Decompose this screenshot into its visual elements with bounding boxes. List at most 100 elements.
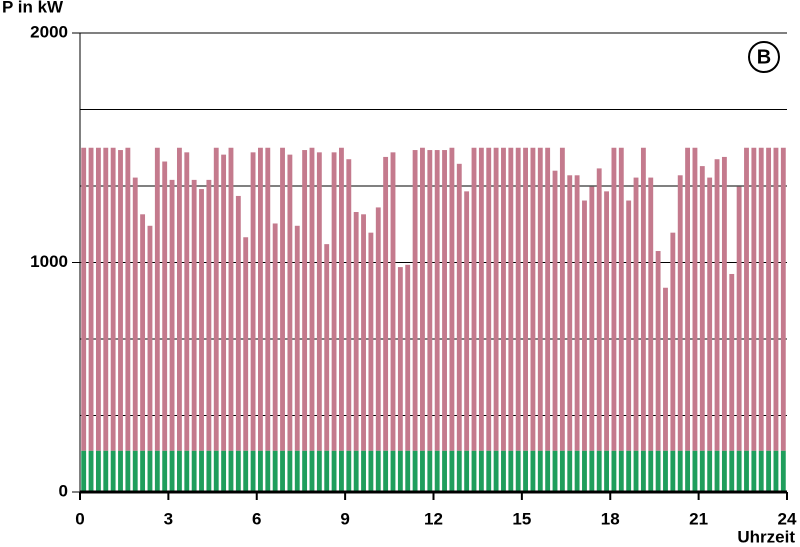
bar-segment: [287, 154, 293, 451]
bar-segment: [309, 147, 315, 451]
bar-segment: [324, 450, 330, 492]
x-tick-label: 12: [424, 509, 443, 528]
bar-segment: [213, 450, 219, 492]
bar-segment: [699, 450, 705, 492]
bar-segment: [677, 175, 683, 451]
bar-segment: [162, 161, 168, 451]
bar-segment: [390, 450, 396, 492]
bar-segment: [235, 450, 241, 492]
bar-segment: [206, 179, 212, 451]
bar-segment: [110, 147, 116, 451]
bar-segment: [339, 147, 344, 451]
bar-segment: [81, 450, 87, 492]
bar-segment: [302, 150, 308, 451]
bar-segment: [501, 450, 506, 492]
bar-segment: [574, 175, 580, 451]
bar-segment: [191, 179, 197, 451]
bar-segment: [206, 450, 212, 492]
bar-segment: [353, 212, 359, 451]
bar-segment: [670, 450, 676, 492]
bar-segment: [272, 223, 278, 451]
bar-segment: [523, 450, 528, 492]
bar-segment: [589, 186, 595, 451]
bar-segment: [464, 450, 470, 492]
bar-segment: [604, 450, 609, 492]
bar-segment: [140, 450, 146, 492]
bar-segment: [169, 179, 175, 451]
bar-segment: [545, 450, 551, 492]
bar-segment: [626, 200, 632, 451]
bar-segment: [552, 170, 558, 451]
bar-segment: [375, 450, 381, 492]
bar-segment: [191, 450, 197, 492]
bar-segment: [699, 166, 705, 451]
x-tick-label: 6: [252, 509, 261, 528]
bar-segment: [618, 450, 624, 492]
bar-segment: [508, 147, 514, 451]
bar-segment: [640, 147, 646, 451]
bar-segment: [287, 450, 293, 492]
bar-segment: [596, 450, 602, 492]
bar-segment: [685, 450, 691, 492]
bar-segment: [766, 147, 772, 451]
bar-segment: [420, 450, 425, 492]
bar-segment: [478, 450, 484, 492]
bar-segment: [250, 450, 256, 492]
bar-segment: [685, 147, 691, 451]
bar-segment: [648, 450, 654, 492]
bar-segment: [574, 450, 580, 492]
bar-segment: [294, 450, 300, 492]
bar-segment: [397, 450, 403, 492]
bar-segment: [758, 147, 764, 451]
x-tick-label: 24: [778, 509, 797, 528]
y-tick-label: 1000: [30, 252, 68, 271]
bar-segment: [118, 150, 123, 451]
x-tick-label: 3: [164, 509, 173, 528]
bar-segment: [471, 450, 477, 492]
bar-segment: [611, 147, 617, 451]
bar-segment: [707, 177, 713, 451]
bar-segment: [162, 450, 168, 492]
bar-segment: [486, 147, 492, 451]
bar-segment: [663, 287, 668, 451]
bar-segment: [265, 450, 271, 492]
bar-segment: [250, 152, 256, 451]
bar-segment: [346, 159, 352, 451]
bar-segment: [331, 152, 337, 451]
bar-segment: [103, 450, 109, 492]
bar-segment: [744, 450, 749, 492]
bar-segment: [147, 450, 153, 492]
bar-segment: [773, 450, 779, 492]
bar-segment: [501, 147, 506, 451]
y-axis-label: P in kW: [2, 0, 64, 16]
bar-segment: [243, 450, 249, 492]
bar-segment: [729, 273, 735, 451]
bar-segment: [582, 450, 587, 492]
bar-segment: [397, 267, 403, 451]
bar-segment: [729, 450, 735, 492]
bar-segment: [280, 147, 285, 451]
bar-segment: [368, 232, 374, 451]
bar-segment: [648, 177, 654, 451]
bar-segment: [530, 450, 536, 492]
bar-segment: [235, 195, 241, 451]
x-tick-label: 15: [512, 509, 531, 528]
bar-segment: [118, 450, 123, 492]
bar-segment: [751, 147, 757, 451]
bar-segment: [655, 450, 661, 492]
bar-segment: [412, 150, 418, 451]
bar-segment: [449, 147, 455, 451]
bar-segment: [132, 177, 138, 451]
bar-segment: [523, 147, 528, 451]
bar-segment: [110, 450, 116, 492]
bar-segment: [714, 159, 720, 451]
bar-segment: [280, 450, 285, 492]
bar-segment: [81, 147, 87, 451]
annotation-circle: [748, 41, 780, 73]
bar-segment: [331, 450, 337, 492]
bar-segment: [736, 450, 742, 492]
bar-segment: [751, 450, 757, 492]
bar-segment: [88, 147, 94, 451]
bar-segment: [471, 147, 477, 451]
